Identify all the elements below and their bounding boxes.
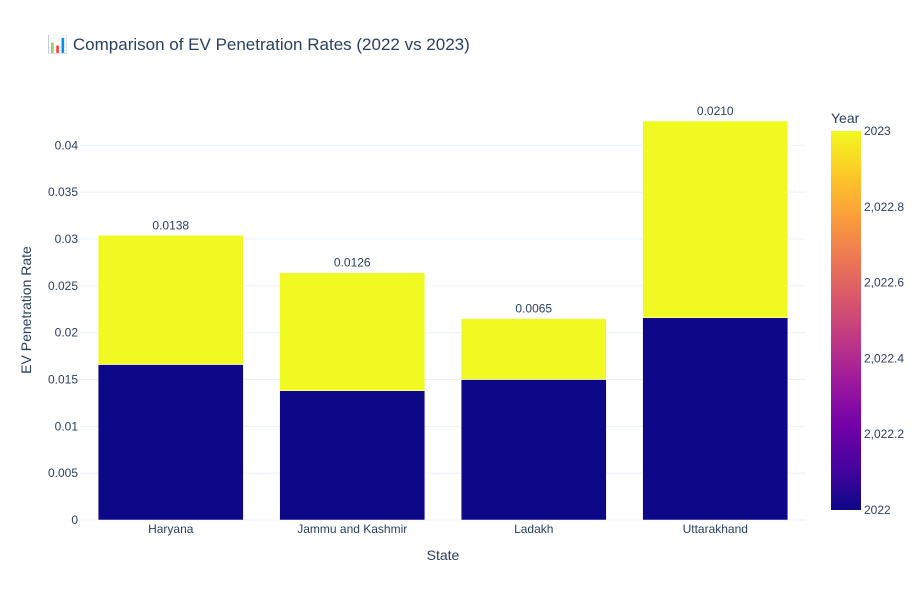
y-tick-label: 0.015 (48, 373, 78, 387)
bar-2023-uttarakhand (642, 120, 789, 318)
bar-2023-haryana (97, 235, 244, 365)
x-axis-ticks: Haryana Jammu and Kashmir Ladakh Uttarakhan… (148, 522, 748, 536)
bar-value-labels: 0.0138 0.0126 0.0065 0.0210 (152, 104, 734, 316)
colorbar-tick-label: 2023 (864, 124, 891, 138)
y-tick-label: 0.02 (55, 326, 79, 340)
colorbar-tick-label: 2,022.4 (864, 351, 904, 365)
y-tick-label: 0.03 (55, 232, 79, 246)
colorbar-tick-label: 2,022.6 (864, 276, 904, 290)
x-axis-title: State (427, 547, 460, 563)
bar-2022-uttarakhand (642, 317, 789, 521)
bar-2022-haryana (97, 364, 244, 521)
bars (97, 120, 789, 521)
bar-2023-jammu-and-kashmir (279, 272, 426, 391)
y-tick-label: 0 (71, 513, 78, 527)
colorbar-title: Year (831, 110, 860, 126)
colorbar-tick-label: 2,022.8 (864, 200, 904, 214)
y-axis-ticks: 0 0.005 0.01 0.015 0.02 0.025 0.03 0.035 0.04 (48, 138, 78, 527)
x-tick-label: Haryana (148, 522, 194, 536)
y-tick-label: 0.01 (55, 419, 79, 433)
colorbar-scale (831, 131, 861, 510)
x-tick-label: Uttarakhand (683, 522, 748, 536)
bar-2022-ladakh (460, 379, 607, 521)
bar-2022-jammu-and-kashmir (279, 390, 426, 521)
bar-top-label: 0.0126 (334, 256, 371, 270)
colorbar-tick-label: 2,022.2 (864, 427, 904, 441)
colorbar-tick-label: 2022 (864, 503, 891, 517)
y-axis-title: EV Penetration Rate (18, 246, 34, 374)
bar-2023-ladakh (460, 318, 607, 380)
bar-top-label: 0.0210 (697, 104, 734, 118)
chart-title: 📊 Comparison of EV Penetration Rates (20… (47, 34, 470, 54)
x-tick-label: Jammu and Kashmir (297, 522, 407, 536)
y-tick-label: 0.035 (48, 185, 78, 199)
bar-top-label: 0.0065 (515, 302, 552, 316)
colorbar: Year 2022 2,022.2 2,022.4 2,022.6 2,022.8 202… (831, 110, 904, 517)
x-tick-label: Ladakh (514, 522, 553, 536)
y-tick-label: 0.04 (55, 138, 79, 152)
y-tick-label: 0.025 (48, 279, 78, 293)
bar-top-label: 0.0138 (152, 218, 189, 232)
y-tick-label: 0.005 (48, 466, 78, 480)
